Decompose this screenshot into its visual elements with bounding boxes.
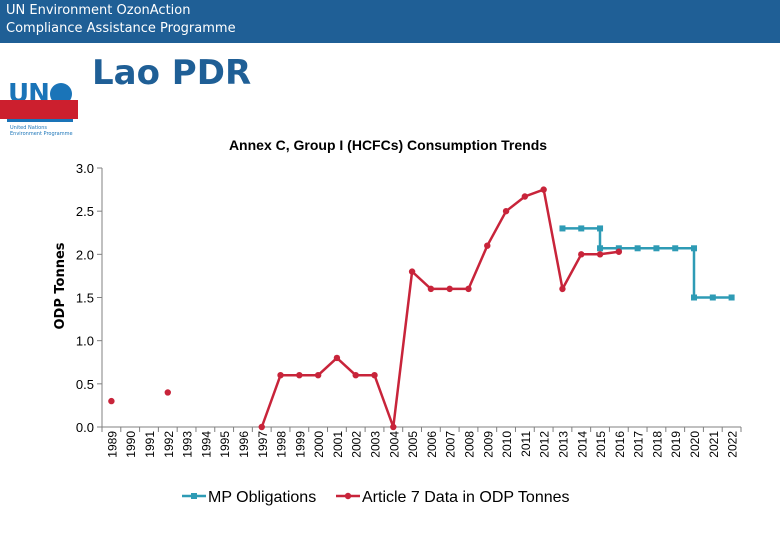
x-tick-label: 2020: [688, 431, 702, 458]
article7-point: [390, 423, 397, 431]
x-tick-label: 2014: [575, 431, 589, 458]
article7-point: [333, 354, 341, 362]
article7-point: [446, 285, 453, 293]
mp-obligations-point: [709, 294, 716, 301]
x-tick-label: 1994: [199, 431, 213, 458]
header-line-1: UN Environment OzonAction: [6, 3, 191, 18]
article7-point: [296, 372, 303, 379]
x-tick-label: 2011: [519, 431, 533, 457]
mp-obligations-point: [691, 245, 698, 252]
x-tick-label: 2021: [707, 431, 721, 458]
x-tick-label: 1997: [256, 431, 270, 458]
legend-article7-swatch-marker: [344, 492, 352, 500]
x-tick-label: 2017: [632, 431, 646, 458]
y-tick-label: 2.5: [76, 204, 94, 219]
y-tick-label: 3.0: [76, 161, 94, 176]
x-tick-label: 1996: [237, 431, 251, 458]
header-bar: UN Environment OzonAction Compliance Ass…: [0, 0, 780, 43]
article7-point: [559, 285, 566, 293]
mp-obligations-line: [562, 227, 732, 299]
x-tick-label: 2019: [669, 431, 683, 458]
legend-article7-label: Article 7 Data in ODP Tonnes: [362, 489, 570, 506]
legend-mp-label: MP Obligations: [208, 489, 316, 506]
x-tick-label: 2007: [444, 431, 458, 458]
x-tick-label: 2003: [369, 431, 383, 458]
x-tick-label: 2015: [594, 431, 608, 458]
x-tick-label: 2001: [331, 431, 345, 458]
mp-obligations-point: [672, 245, 679, 252]
mp-obligations-point: [578, 225, 585, 232]
header-line-2: Compliance Assistance Programme: [6, 21, 236, 36]
chart-title: Annex C, Group I (HCFCs) Consumption Tre…: [229, 137, 547, 153]
x-tick-label: 1991: [143, 431, 157, 458]
y-tick-label: 1.5: [76, 291, 94, 306]
article7-point: [615, 248, 623, 255]
x-tick-label: 2006: [425, 431, 439, 458]
article7-line: [260, 187, 619, 428]
article7-point: [314, 372, 322, 379]
article7-point: [465, 285, 472, 293]
mp-obligations-point: [653, 245, 660, 252]
article7-point: [408, 268, 416, 275]
article7-point: [164, 389, 171, 396]
mp-obligations-point: [597, 245, 604, 252]
x-tick-label: 2018: [650, 431, 664, 458]
chart-series: [108, 186, 735, 431]
y-axis-label: ODP Tonnes: [53, 242, 68, 329]
y-tick-label: 1.0: [76, 334, 94, 349]
x-tick-label: 2009: [481, 431, 495, 458]
x-tick-label: 2002: [350, 431, 364, 458]
article7-point: [484, 242, 491, 249]
logo-subtitle: United Nations Environment Programme: [10, 125, 73, 137]
mp-obligations-point: [691, 294, 698, 301]
chart-ticks: 0.0 0.5 1.0 1.5 2.0 2.5 3.0 1989 1990 1991 1992 199…: [76, 161, 742, 458]
x-tick-label: 2022: [726, 431, 740, 458]
x-tick-label: 2013: [556, 431, 570, 458]
x-tick-label: 2005: [406, 431, 420, 458]
article7-point: [427, 285, 435, 293]
x-tick-label: 1993: [181, 431, 195, 458]
mp-obligations-point: [728, 294, 735, 301]
chart-legend: MP Obligations Article 7 Data in ODP Tonn…: [182, 489, 570, 506]
y-tick-label: 0.0: [76, 420, 94, 435]
x-tick-label: 1990: [124, 431, 138, 458]
article7-point: [258, 423, 265, 431]
page-title: Lao PDR: [92, 53, 252, 93]
mp-obligations-point: [559, 225, 566, 232]
article7-point: [521, 193, 529, 200]
un-emblem-icon: [50, 83, 72, 105]
mp-obligations-point: [634, 245, 641, 252]
legend-mp-swatch-marker: [191, 493, 197, 499]
x-tick-label: 2016: [613, 431, 627, 458]
x-tick-label: 1989: [105, 431, 119, 458]
article7-point: [578, 251, 585, 258]
mp-obligations-point: [597, 225, 604, 232]
x-tick-label: 1995: [218, 431, 232, 458]
y-tick-label: 0.5: [76, 377, 94, 392]
mp-obligations-point: [615, 245, 622, 252]
x-tick-label: 2000: [312, 431, 326, 458]
article7-point: [277, 372, 284, 379]
x-tick-label: 1998: [275, 431, 289, 458]
chart-axes: [101, 168, 741, 428]
x-tick-label: 2008: [462, 431, 476, 458]
x-tick-label: 1999: [293, 431, 307, 458]
x-tick-label: 2010: [500, 431, 514, 458]
article7-point: [502, 207, 510, 215]
x-tick-label: 2012: [538, 431, 552, 458]
x-tick-label: 2004: [387, 431, 401, 458]
article7-point: [540, 186, 547, 193]
article7-point: [108, 397, 115, 405]
y-tick-label: 2.0: [76, 247, 94, 262]
article7-point: [352, 372, 359, 379]
x-tick-label: 1992: [162, 431, 176, 458]
article7-point: [371, 372, 378, 379]
logo-red-bar: [0, 100, 78, 119]
article7-point: [596, 251, 604, 258]
